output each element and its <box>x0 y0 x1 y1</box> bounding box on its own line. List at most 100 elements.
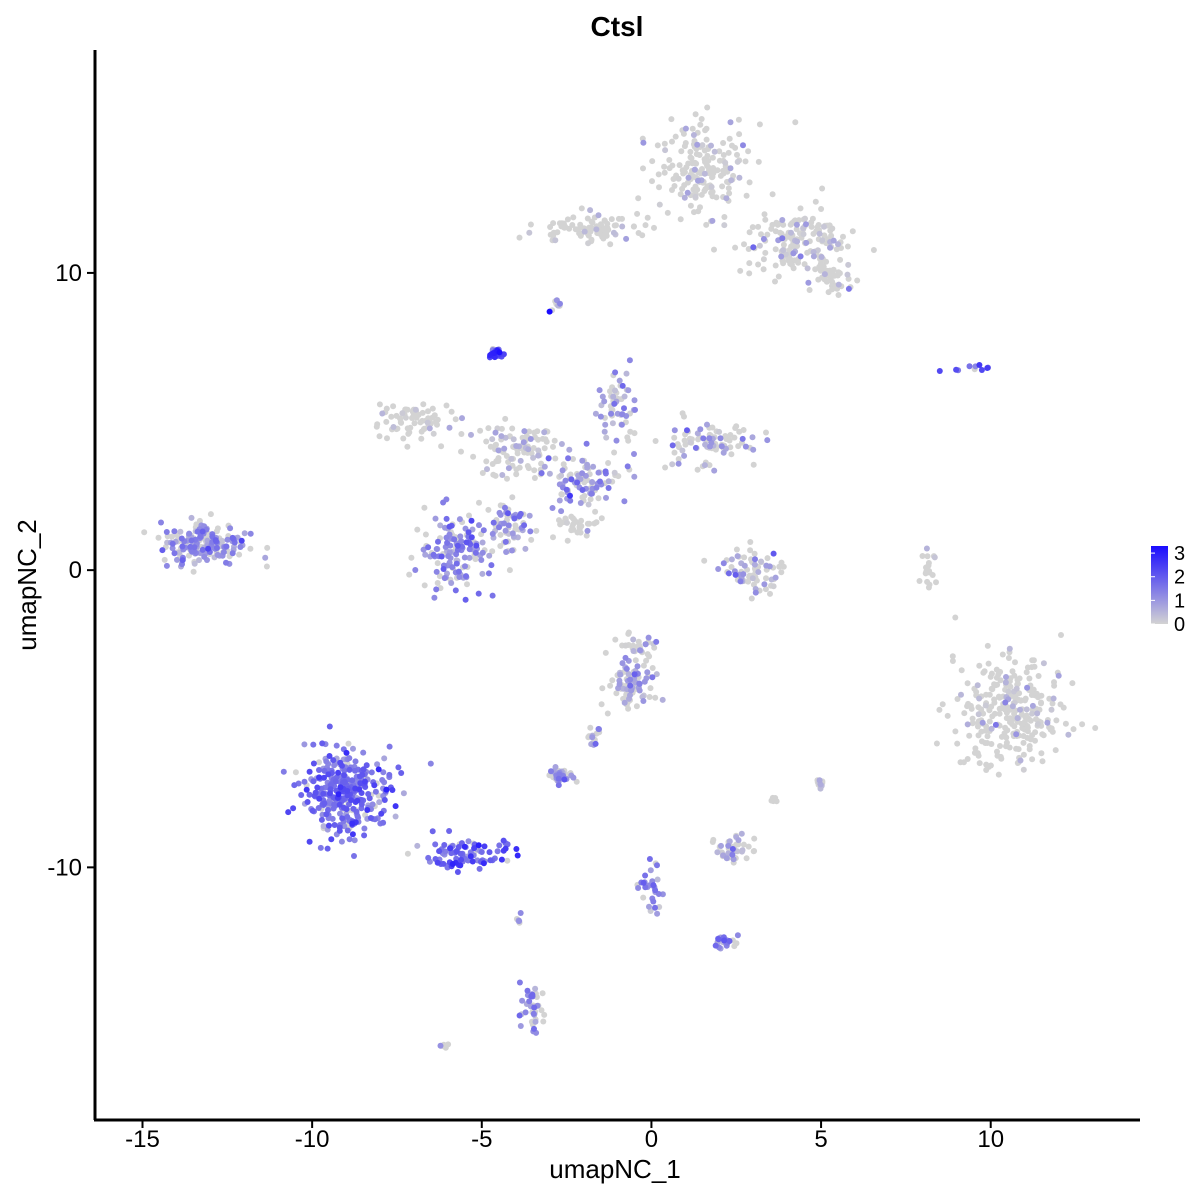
data-point-c1 <box>720 140 727 146</box>
data-point-c1 <box>740 142 746 149</box>
data-point-c27 <box>584 520 591 527</box>
data-point-c13 <box>220 549 227 556</box>
data-point-c16 <box>324 845 331 852</box>
data-point-c15 <box>1007 683 1014 690</box>
data-point-c16 <box>354 797 361 804</box>
data-point-c12 <box>485 506 492 513</box>
data-point-c10 <box>675 460 682 467</box>
data-point-c15 <box>972 745 979 752</box>
data-point-c2 <box>801 261 808 268</box>
data-point-c4 <box>830 266 837 273</box>
data-point-c19 <box>625 629 632 636</box>
data-point-c17 <box>471 845 478 852</box>
data-point-c11 <box>443 515 450 522</box>
data-point-c18 <box>641 678 648 685</box>
data-point-c16 <box>321 774 327 781</box>
data-point-c22 <box>715 936 722 943</box>
data-point-c11 <box>466 512 472 519</box>
data-point-c1 <box>692 193 699 200</box>
data-point-c12 <box>502 538 509 545</box>
data-point-c23 <box>538 1007 545 1014</box>
data-point-c25 <box>640 879 647 886</box>
data-point-c11 <box>452 587 459 594</box>
data-point-c10 <box>750 461 757 468</box>
data-point-c1 <box>695 208 702 215</box>
data-point-c15 <box>1062 720 1069 727</box>
data-point-c4 <box>854 277 861 284</box>
data-point-c21 <box>730 856 737 863</box>
data-point-c15 <box>964 721 971 728</box>
data-point-c13 <box>141 529 148 536</box>
data-point-c15 <box>989 686 996 693</box>
data-point-c3 <box>644 214 651 221</box>
data-point-c6 <box>413 414 420 421</box>
data-point-c21 <box>710 836 717 843</box>
data-point-c13 <box>155 534 162 541</box>
data-point-c18 <box>644 669 651 676</box>
data-point-c7 <box>495 447 502 454</box>
data-point-c13 <box>158 519 164 526</box>
data-point-c7 <box>541 429 548 436</box>
data-point-c9 <box>613 437 620 444</box>
data-point-c16 <box>386 743 393 750</box>
data-point-c7 <box>505 465 512 472</box>
data-point-c17 <box>504 857 511 864</box>
data-point-c9 <box>631 397 638 404</box>
data-point-c14 <box>725 570 732 577</box>
data-point-c11 <box>437 522 444 529</box>
data-point-c15 <box>1027 717 1034 724</box>
data-point-c8 <box>585 501 592 508</box>
data-point-highlight <box>567 492 573 499</box>
color-legend-bar <box>1151 546 1168 624</box>
data-point-c16 <box>280 768 287 775</box>
data-point-c13 <box>186 530 193 537</box>
data-point-c8 <box>589 479 596 485</box>
data-point-c14 <box>764 555 771 562</box>
data-point-c15 <box>1029 756 1036 763</box>
data-point-c11 <box>488 562 495 569</box>
data-point-c25 <box>635 885 642 891</box>
data-point-c1 <box>703 136 710 143</box>
data-point-c13 <box>229 550 236 557</box>
data-point-c1 <box>681 182 688 189</box>
data-point-c7 <box>535 452 542 459</box>
data-point-c23 <box>526 998 533 1005</box>
data-point-c16 <box>352 767 358 774</box>
data-point-c14 <box>770 583 777 590</box>
data-point-c1 <box>709 154 716 161</box>
data-point-c1 <box>661 140 668 147</box>
data-point-c3 <box>585 240 592 247</box>
data-point-c13 <box>179 557 186 564</box>
data-point-c15 <box>1057 701 1064 708</box>
data-point-c8 <box>558 491 565 498</box>
data-point-c16 <box>349 777 356 784</box>
data-point-c27 <box>569 524 576 530</box>
data-point-c13 <box>163 529 170 535</box>
data-point-c1 <box>723 195 730 202</box>
data-point-c2 <box>756 242 763 249</box>
data-point-c22 <box>733 940 740 947</box>
data-point-c1 <box>698 116 705 122</box>
data-point-c15 <box>1003 674 1009 680</box>
data-point-c15 <box>1049 728 1056 735</box>
data-point-c16 <box>328 836 335 843</box>
data-point-c15 <box>1023 706 1030 713</box>
data-point-c26 <box>925 584 932 591</box>
data-point-c16 <box>301 778 308 785</box>
data-point-c7 <box>520 439 527 446</box>
data-point-c8 <box>631 451 637 457</box>
data-point-c15 <box>961 710 968 717</box>
data-point-c18 <box>646 694 653 700</box>
data-point-c11 <box>433 546 440 552</box>
data-point-c12 <box>517 510 524 517</box>
data-point-c15 <box>982 727 989 734</box>
data-point-c27 <box>550 534 556 541</box>
data-point-c7 <box>470 453 477 460</box>
data-point-c15 <box>978 706 985 713</box>
data-point-c15 <box>1049 700 1056 707</box>
data-point-c15 <box>1029 732 1036 739</box>
data-point-c10 <box>681 413 687 420</box>
data-point-c8 <box>570 456 576 462</box>
data-point-c11 <box>479 570 486 577</box>
data-point-c7 <box>531 467 538 474</box>
